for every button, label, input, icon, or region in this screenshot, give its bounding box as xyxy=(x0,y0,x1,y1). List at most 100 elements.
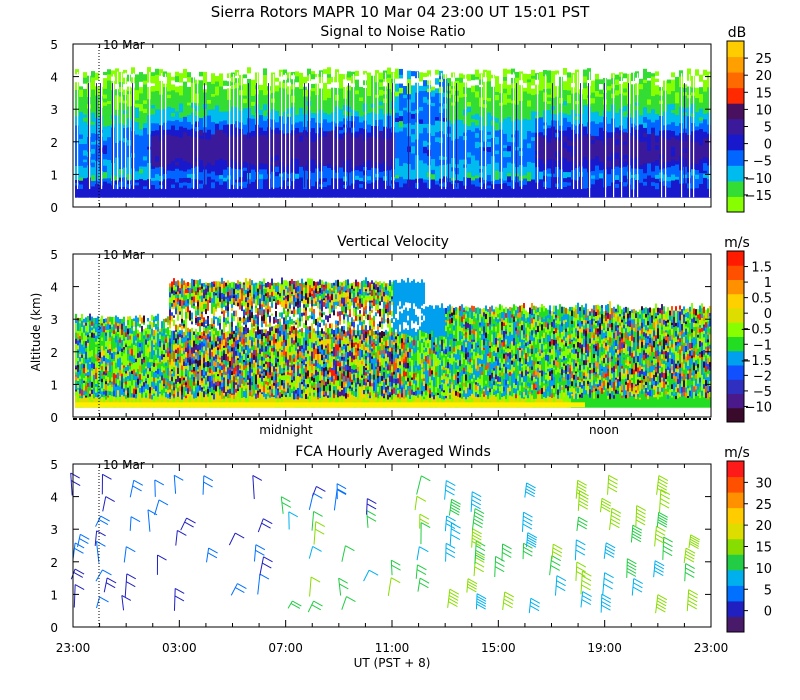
snr-cell xyxy=(143,108,147,113)
snr-cell xyxy=(435,106,439,113)
snr-cell xyxy=(583,134,587,142)
velocity-cell xyxy=(131,392,133,398)
velocity-cell xyxy=(135,386,137,390)
snr-cell xyxy=(211,125,215,131)
snr-cell xyxy=(83,72,87,78)
snr-cell xyxy=(183,138,187,144)
snr-cell xyxy=(243,107,247,114)
snr-cell xyxy=(143,89,147,96)
velocity-cell xyxy=(85,358,87,362)
velocity-cell xyxy=(125,346,127,354)
velocity-cell xyxy=(127,370,129,377)
snr-cell xyxy=(179,170,183,174)
snr-cell xyxy=(323,99,327,104)
velocity-cell xyxy=(121,381,123,389)
velocity-cell xyxy=(115,359,117,363)
velocity-cell xyxy=(125,389,127,395)
snr-cell xyxy=(583,146,587,153)
velocity-cell xyxy=(89,400,91,404)
snr-cell xyxy=(395,91,399,97)
snr-cell xyxy=(299,141,303,146)
snr-cell xyxy=(83,124,87,130)
snr-cell xyxy=(339,120,343,128)
snr-cell xyxy=(91,124,95,129)
snr-cell xyxy=(419,177,423,183)
snr-cell xyxy=(599,140,603,144)
snr-cell xyxy=(367,124,371,129)
snr-cell xyxy=(423,179,427,183)
velocity-cell xyxy=(125,352,127,358)
snr-cell xyxy=(487,106,491,113)
velocity-cell xyxy=(123,364,125,368)
velocity-cell xyxy=(99,397,101,402)
snr-cell xyxy=(263,115,267,121)
snr-cell xyxy=(83,107,87,115)
snr-cell xyxy=(79,176,83,181)
snr-cell xyxy=(615,124,619,128)
snr-cell xyxy=(303,76,307,84)
snr-cell xyxy=(151,144,155,148)
snr-cell xyxy=(531,105,535,112)
snr-cell xyxy=(551,71,555,78)
velocity-cell xyxy=(99,328,101,336)
snr-cell xyxy=(275,96,279,102)
snr-cell xyxy=(399,141,403,147)
velocity-cell xyxy=(111,371,113,378)
snr-cell xyxy=(547,115,551,121)
snr-cell xyxy=(323,155,327,161)
snr-cell xyxy=(263,79,267,87)
velocity-cell xyxy=(115,351,117,355)
snr-cell xyxy=(459,86,463,94)
snr-cell xyxy=(311,121,315,129)
snr-cell xyxy=(623,154,627,159)
velocity-cell xyxy=(125,342,127,345)
snr-cell xyxy=(703,131,707,136)
snr-cell xyxy=(667,176,671,182)
snr-cell xyxy=(219,115,223,122)
snr-cell xyxy=(139,168,143,174)
snr-gap xyxy=(125,72,127,198)
velocity-cell xyxy=(123,371,125,379)
velocity-cell xyxy=(75,374,77,377)
velocity-cell xyxy=(91,387,93,390)
velocity-cell xyxy=(75,389,77,392)
snr-cell xyxy=(355,179,359,185)
snr-cell xyxy=(435,153,439,158)
snr-cell xyxy=(639,121,643,125)
snr-gap xyxy=(465,73,467,198)
velocity-cell xyxy=(87,331,89,336)
snr-cell xyxy=(467,141,471,147)
snr-cell xyxy=(531,101,535,107)
velocity-cell xyxy=(135,340,137,343)
snr-cell xyxy=(503,106,507,111)
velocity-cell xyxy=(103,368,105,372)
snr-cell xyxy=(435,184,439,190)
snr-cell xyxy=(207,129,211,134)
snr-cell xyxy=(671,142,675,147)
snr-cell xyxy=(103,158,107,166)
velocity-cell xyxy=(93,351,95,359)
snr-cell xyxy=(599,79,603,84)
snr-cell xyxy=(187,118,191,122)
snr-cell xyxy=(595,179,599,184)
snr-cell xyxy=(403,114,407,120)
velocity-cell xyxy=(77,326,79,331)
snr-cell xyxy=(79,131,83,135)
snr-cell xyxy=(623,160,627,167)
snr-cell xyxy=(367,76,371,84)
snr-cell xyxy=(431,151,435,157)
snr-cell xyxy=(323,82,327,88)
snr-cell xyxy=(135,179,139,183)
velocity-cell xyxy=(105,332,107,336)
snr-cell xyxy=(143,112,147,119)
snr-cell xyxy=(251,164,255,170)
snr-cell xyxy=(487,100,491,108)
snr-cell xyxy=(487,146,491,153)
snr-cell xyxy=(199,129,203,136)
snr-cell xyxy=(355,122,359,128)
velocity-cell xyxy=(115,368,117,375)
velocity-cell xyxy=(85,332,87,336)
velocity-cell xyxy=(107,335,109,339)
snr-cell xyxy=(431,183,435,190)
snr-cell xyxy=(219,111,223,116)
